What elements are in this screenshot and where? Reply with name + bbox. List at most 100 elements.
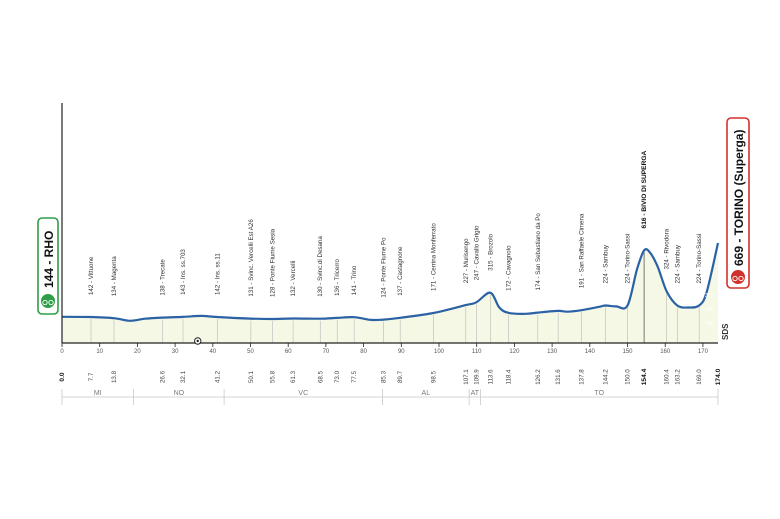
- km-label: 131.6: [555, 369, 562, 385]
- checkpoint-name: 128 - Ponte Fiume Sesia: [269, 228, 276, 297]
- km-label: 126.2: [535, 369, 542, 385]
- axis-tick-label: 160: [660, 349, 671, 355]
- axis-tick-label: 150: [623, 349, 634, 355]
- region-label: NO: [174, 390, 185, 397]
- brand-mark: SDS: [721, 323, 730, 340]
- elevation-scale: 300 200 100 0: [705, 293, 714, 341]
- km-label: 61.3: [290, 370, 297, 383]
- checkpoint-lines-layer: [90, 252, 700, 343]
- start-badge: 144 - RHO: [37, 217, 59, 315]
- elevation-tick-label: 300: [705, 293, 714, 299]
- axis-tick-label: 80: [360, 349, 367, 355]
- km-label: 32.1: [180, 370, 187, 383]
- checkpoint-name: 224 - Torino-Sassi: [625, 234, 632, 284]
- checkpoint-name: 137 - Castagnone: [397, 246, 404, 296]
- axis-tick-label: 130: [547, 349, 558, 355]
- axis-tick-label: 100: [434, 349, 445, 355]
- checkpoint-name: 141 - Trino: [351, 265, 358, 295]
- elevation-tick-label: 0: [711, 335, 714, 341]
- km-label: 0.0: [59, 372, 66, 381]
- checkpoint-name: 224 - Torino-Sassi: [696, 234, 703, 284]
- start-badge-frame: [37, 217, 59, 315]
- checkpoint-name: 130 - Svinc.di Desana: [317, 236, 324, 297]
- checkpoint-name: 171 - Cerrina Monferrato: [430, 223, 437, 291]
- km-label: 89.7: [397, 370, 404, 383]
- checkpoint-name: 227 - Murisengo: [463, 238, 470, 283]
- km-label: 73.0: [334, 370, 341, 383]
- axis-tick-label: 170: [698, 349, 709, 355]
- finish-label: 669 - TORINO (Superga): [732, 130, 746, 266]
- bike-wheel-icon: [738, 275, 744, 282]
- checkpoint-name: 174 - San Sebastiano da Po: [535, 213, 542, 291]
- checkpoint-name: 142 - Ins. ss.11: [214, 253, 221, 295]
- km-label: 98.5: [430, 370, 437, 383]
- bike-wheel-icon: [42, 299, 48, 306]
- km-label: 113.6: [487, 369, 494, 385]
- axis-tick-label: 90: [398, 349, 405, 355]
- checkpoint-name: 315 - Brozolo: [487, 233, 494, 270]
- start-label: 144 - RHO: [42, 231, 56, 288]
- km-label: 109.9: [473, 369, 480, 385]
- axis-tick-label: 120: [509, 349, 520, 355]
- km-label: 85.3: [381, 370, 388, 383]
- km-label: 50.1: [248, 370, 255, 383]
- km-label: 55.8: [269, 370, 276, 383]
- km-label: 160.4: [664, 369, 671, 385]
- region-label: AL: [422, 390, 431, 397]
- axis-tick-label: 30: [172, 349, 179, 355]
- km-label: 118.4: [505, 369, 512, 385]
- checkpoint-name: 132 - Vercelli: [290, 261, 297, 297]
- checkpoint-name: 134 - Magenta: [111, 256, 118, 296]
- km-label: 26.6: [159, 370, 166, 383]
- checkpoint-name: 191 - San Raffaele Cimena: [579, 213, 586, 288]
- km-labels-layer: 7.7 13.8 26.6 32.1 41.2 50.1 55.8 61.3 68.5 73.0 7…: [59, 368, 722, 385]
- checkpoint-name: 136 - Tricerro: [334, 259, 341, 296]
- km-label: 174.0: [715, 368, 722, 385]
- bike-wheel-icon: [48, 299, 54, 306]
- axis-tick-label: 70: [323, 349, 330, 355]
- region-label: MI: [94, 390, 102, 397]
- finish-badge: 669 - TORINO (Superga): [726, 117, 750, 289]
- region-label: VC: [298, 390, 308, 397]
- km-label: 41.2: [214, 370, 221, 383]
- region-band: MI NO VC AL AT TO: [61, 389, 719, 405]
- km-label: 163.2: [674, 369, 681, 385]
- km-label: 13.8: [111, 370, 118, 383]
- axis-tick-label: 0: [60, 349, 64, 355]
- checkpoint-name: 224 - Sambuy: [603, 244, 610, 283]
- axis-tick-label: 40: [209, 349, 216, 355]
- checkpoint-labels-layer: 142 - Vittuone 134 - Magenta 138 - Trecate…: [88, 151, 703, 298]
- region-label: TO: [594, 390, 604, 397]
- distance-axis: 0 10 20 30 40 50 60 70 80 90 100 110 120 130 140 150 160…: [60, 337, 718, 355]
- km-label: 169.0: [696, 369, 703, 385]
- checkpoint-name: 142 - Vittuone: [88, 256, 95, 295]
- km-label: 107.1: [463, 369, 470, 385]
- checkpoint-name: 131 - Svinc. Vercelli Est A26: [248, 219, 255, 297]
- km-label: 68.5: [317, 370, 324, 383]
- checkpoint-name: 247 - Cavallo Grigio: [473, 225, 480, 280]
- km-label: 77.5: [351, 370, 358, 383]
- km-label: 154.4: [641, 368, 648, 385]
- checkpoint-name: 124 - Ponte Fiume Po: [381, 237, 388, 298]
- axis-tick-label: 140: [585, 349, 596, 355]
- axis-tick-label: 10: [96, 349, 103, 355]
- checkpoint-name: 138 - Trecate: [159, 259, 166, 296]
- km-label: 137.8: [579, 369, 586, 385]
- profile-line: [61, 242, 720, 322]
- bike-wheel-icon: [732, 275, 738, 282]
- checkpoint-name: 143 - Ins. ss.703: [180, 249, 187, 295]
- finish-badge-frame: [726, 117, 750, 289]
- checkpoint-name: 616 - BIVIO DI SUPERGA: [641, 151, 648, 229]
- axis-tick-label: 20: [134, 349, 141, 355]
- axis-tick-label: 50: [247, 349, 254, 355]
- brand-logo: SDS: [721, 323, 730, 340]
- axis-tick-label: 110: [472, 349, 482, 355]
- km-label: 144.2: [603, 369, 610, 385]
- checkpoint-name: 172 - Cavagnolo: [505, 245, 512, 291]
- region-label: AT: [471, 390, 480, 397]
- feed-zone-dot-icon: [196, 339, 199, 343]
- checkpoint-name: 324 - Rivodora: [664, 228, 671, 269]
- axis-tick-label: 60: [285, 349, 292, 355]
- elevation-tick-label: 200: [705, 307, 714, 313]
